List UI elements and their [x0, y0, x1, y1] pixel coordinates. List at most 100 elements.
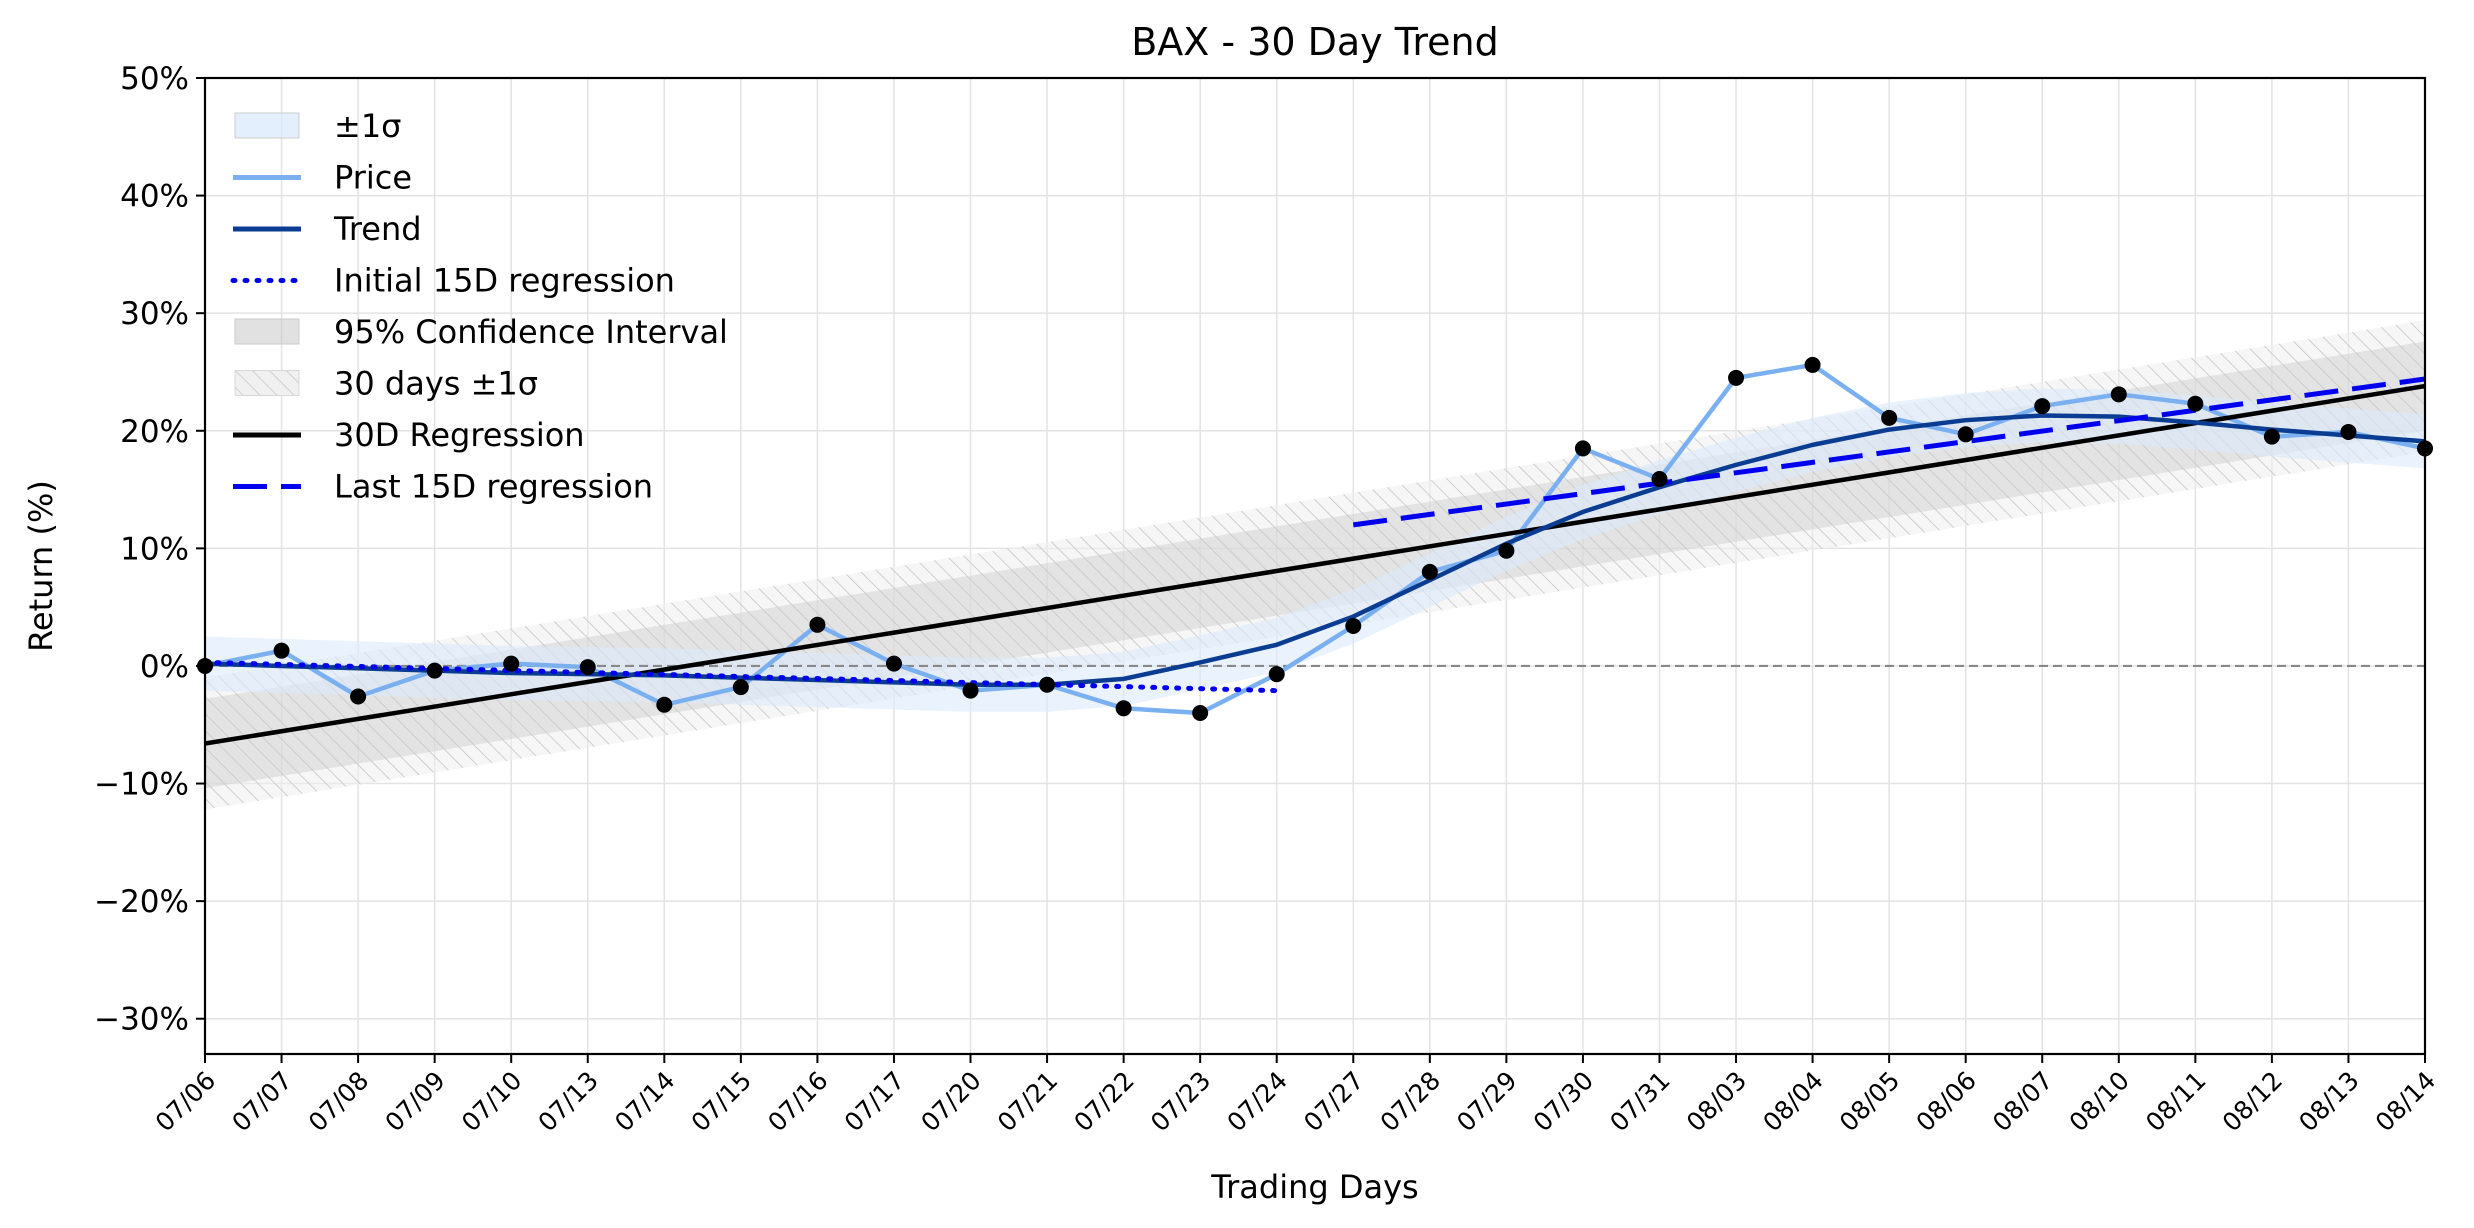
x-tick-label: 07/17	[839, 1066, 910, 1137]
price-point	[503, 655, 520, 672]
price-point	[1421, 563, 1438, 580]
legend-swatch	[234, 112, 300, 139]
legend-item: 95% Confidence Interval	[234, 313, 728, 351]
x-tick-label: 07/27	[1298, 1066, 1369, 1137]
x-tick-label: 07/21	[992, 1066, 1063, 1137]
x-tick-label: 08/11	[2140, 1066, 2211, 1137]
x-tick-label: 07/07	[226, 1066, 297, 1137]
x-tick-label: 07/09	[379, 1066, 450, 1137]
price-point	[2263, 428, 2280, 445]
x-tick-label: 08/14	[2370, 1066, 2441, 1137]
x-tick-label: 07/29	[1451, 1066, 1522, 1137]
series-last-15d-regression-line	[1352, 376, 2425, 528]
legend: ±1σ Price Trend Initial 15D regression 95% C…	[230, 107, 728, 506]
x-tick-label: 07/22	[1068, 1066, 1139, 1137]
legend-item: Initial 15D regression	[230, 262, 675, 300]
price-point	[1498, 542, 1515, 559]
legend-label: ±1σ	[334, 107, 401, 145]
legend-label: Trend	[333, 210, 422, 248]
x-tick-label: 08/07	[1987, 1066, 2058, 1137]
legend-label: 30D Regression	[334, 416, 585, 454]
x-tick-label: 08/10	[2064, 1066, 2135, 1137]
price-point	[2034, 398, 2051, 415]
price-point	[962, 682, 979, 699]
price-point	[426, 662, 443, 679]
y-tick-label: 40%	[120, 179, 189, 215]
chart-title: BAX - 30 Day Trend	[1131, 20, 1499, 64]
x-tick-label: 07/14	[609, 1066, 680, 1137]
price-point	[1345, 617, 1362, 634]
price-point	[1957, 426, 1974, 443]
legend-item: Price	[233, 159, 412, 197]
plot-frame	[203, 76, 2427, 1056]
x-tick-label: 07/23	[1145, 1066, 1216, 1137]
x-tick-label: 07/16	[762, 1066, 833, 1137]
y-tick-label: 0%	[140, 649, 189, 685]
y-axis-label: Return (%)	[22, 480, 60, 652]
price-point	[1881, 409, 1898, 426]
legend-label: Last 15D regression	[334, 468, 653, 506]
series-lines	[205, 362, 2425, 746]
price-point	[809, 616, 826, 633]
price-point	[2340, 423, 2357, 440]
y-tick-label: 30%	[120, 296, 189, 332]
y-tick-label: 20%	[120, 414, 189, 450]
y-tick-label: −30%	[94, 1002, 189, 1038]
y-tick-label: −20%	[94, 884, 189, 920]
price-point	[1804, 356, 1821, 373]
price-point	[1039, 676, 1056, 693]
x-tick-label: 07/13	[533, 1066, 604, 1137]
price-point	[885, 655, 902, 672]
price-point	[273, 642, 290, 659]
legend-item: 30D Regression	[233, 416, 585, 454]
x-axis-label: Trading Days	[1210, 1168, 1418, 1206]
x-tick-label: 07/08	[303, 1066, 374, 1137]
x-tick-label: 07/20	[915, 1066, 986, 1137]
series-30d-regression-line	[205, 383, 2425, 746]
price-point	[2187, 395, 2204, 412]
price-point	[579, 659, 596, 676]
price-point	[1574, 440, 1591, 457]
x-tick-label: 08/12	[2217, 1066, 2288, 1137]
x-tick-label: 07/10	[456, 1066, 527, 1137]
series-price-line	[205, 362, 2425, 716]
legend-label: Initial 15D regression	[334, 262, 675, 300]
y-tick-label: −10%	[94, 767, 189, 803]
legend-swatch	[234, 370, 300, 396]
legend-label: Price	[334, 159, 412, 197]
price-point	[1728, 369, 1745, 386]
price-point	[732, 679, 749, 696]
legend-swatch	[234, 318, 300, 345]
x-tick-label: 08/13	[2293, 1066, 2364, 1137]
x-tick-label: 08/04	[1757, 1066, 1828, 1137]
price-point	[1192, 704, 1209, 721]
price-point	[1115, 700, 1132, 717]
legend-item: Trend	[233, 210, 422, 248]
legend-item: 30 days ±1σ	[234, 365, 538, 403]
y-tick-label: 10%	[120, 531, 189, 567]
x-axis-ticks: 07/06 07/07 07/08 07/09 07/10 07/13 07/14 07/15…	[150, 1054, 2441, 1137]
x-tick-label: 08/06	[1910, 1066, 1981, 1137]
y-axis-ticks: −30% −20% −10% 0% 10% 20% 30% 40% 50%	[94, 61, 205, 1038]
x-tick-label: 07/30	[1528, 1066, 1599, 1137]
legend-item: ±1σ	[234, 107, 401, 145]
price-point	[2110, 386, 2127, 403]
legend-item: Last 15D regression	[233, 468, 653, 506]
price-point	[350, 688, 367, 705]
x-tick-label: 08/03	[1681, 1066, 1752, 1137]
x-tick-label: 07/06	[150, 1066, 221, 1137]
x-tick-label: 07/24	[1222, 1066, 1293, 1137]
legend-label: 30 days ±1σ	[334, 365, 538, 403]
x-tick-label: 07/15	[686, 1066, 757, 1137]
series-initial-15d-regression-line	[205, 659, 1280, 694]
legend-label: 95% Confidence Interval	[334, 313, 728, 351]
x-tick-label: 07/31	[1604, 1066, 1675, 1137]
price-point	[1268, 666, 1285, 683]
y-tick-label: 50%	[120, 61, 189, 97]
price-point	[1651, 470, 1668, 487]
x-tick-label: 07/28	[1375, 1066, 1446, 1137]
series-trend-line	[205, 413, 2425, 688]
x-tick-label: 08/05	[1834, 1066, 1905, 1137]
